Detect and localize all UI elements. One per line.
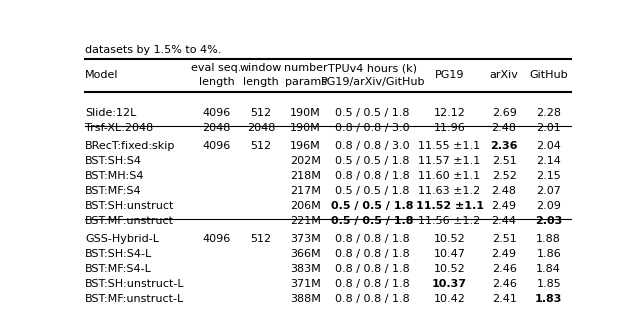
Text: arXiv: arXiv bbox=[490, 70, 518, 80]
Text: BRecT:fixed:skip: BRecT:fixed:skip bbox=[85, 141, 175, 151]
Text: eval seq.: eval seq. bbox=[191, 63, 241, 73]
Text: PG19: PG19 bbox=[435, 70, 464, 80]
Text: 2.48: 2.48 bbox=[492, 186, 516, 196]
Text: 190M: 190M bbox=[291, 108, 321, 118]
Text: 11.96: 11.96 bbox=[434, 123, 465, 133]
Text: 2.28: 2.28 bbox=[536, 108, 561, 118]
Text: 371M: 371M bbox=[291, 279, 321, 289]
Text: 2.07: 2.07 bbox=[536, 186, 561, 196]
Text: 2.01: 2.01 bbox=[536, 123, 561, 133]
Text: 10.52: 10.52 bbox=[434, 264, 465, 274]
Text: 221M: 221M bbox=[291, 216, 321, 226]
Text: 0.8 / 0.8 / 1.8: 0.8 / 0.8 / 1.8 bbox=[335, 294, 410, 304]
Text: 0.5 / 0.5 / 1.8: 0.5 / 0.5 / 1.8 bbox=[332, 216, 414, 226]
Text: BST:SH:unstruct: BST:SH:unstruct bbox=[85, 201, 174, 211]
Text: 10.37: 10.37 bbox=[432, 279, 467, 289]
Text: 0.8 / 0.8 / 1.8: 0.8 / 0.8 / 1.8 bbox=[335, 264, 410, 274]
Text: 0.5 / 0.5 / 1.8: 0.5 / 0.5 / 1.8 bbox=[335, 108, 410, 118]
Text: 11.57 ±1.1: 11.57 ±1.1 bbox=[419, 156, 481, 166]
Text: BST:SH:unstruct-L: BST:SH:unstruct-L bbox=[85, 279, 184, 289]
Text: 0.5 / 0.5 / 1.8: 0.5 / 0.5 / 1.8 bbox=[332, 201, 414, 211]
Text: 2.49: 2.49 bbox=[492, 249, 516, 259]
Text: 4096: 4096 bbox=[202, 108, 230, 118]
Text: 0.8 / 0.8 / 1.8: 0.8 / 0.8 / 1.8 bbox=[335, 249, 410, 259]
Text: 2.48: 2.48 bbox=[492, 123, 516, 133]
Text: 0.8 / 0.8 / 1.8: 0.8 / 0.8 / 1.8 bbox=[335, 279, 410, 289]
Text: PG19/arXiv/GitHub: PG19/arXiv/GitHub bbox=[321, 77, 425, 87]
Text: 2.69: 2.69 bbox=[492, 108, 516, 118]
Text: 383M: 383M bbox=[291, 264, 321, 274]
Text: 1.86: 1.86 bbox=[536, 249, 561, 259]
Text: 206M: 206M bbox=[291, 201, 321, 211]
Text: length: length bbox=[198, 77, 234, 87]
Text: TPUv4 hours (k): TPUv4 hours (k) bbox=[328, 63, 417, 73]
Text: BST:MF:unstruct-L: BST:MF:unstruct-L bbox=[85, 294, 184, 304]
Text: BST:MF:S4: BST:MF:S4 bbox=[85, 186, 141, 196]
Text: 2.15: 2.15 bbox=[536, 171, 561, 181]
Text: BST:MH:S4: BST:MH:S4 bbox=[85, 171, 145, 181]
Text: 512: 512 bbox=[250, 108, 271, 118]
Text: GSS-Hybrid-L: GSS-Hybrid-L bbox=[85, 234, 159, 244]
Text: params: params bbox=[285, 77, 326, 87]
Text: 2.51: 2.51 bbox=[492, 156, 516, 166]
Text: 218M: 218M bbox=[291, 171, 321, 181]
Text: Trsf-XL:2048: Trsf-XL:2048 bbox=[85, 123, 153, 133]
Text: window: window bbox=[240, 63, 282, 73]
Text: 2.46: 2.46 bbox=[492, 279, 516, 289]
Text: Slide:12L: Slide:12L bbox=[85, 108, 136, 118]
Text: Model: Model bbox=[85, 70, 118, 80]
Text: 366M: 366M bbox=[291, 249, 321, 259]
Text: 2.03: 2.03 bbox=[535, 216, 563, 226]
Text: number: number bbox=[284, 63, 328, 73]
Text: 0.8 / 0.8 / 1.8: 0.8 / 0.8 / 1.8 bbox=[335, 171, 410, 181]
Text: 1.83: 1.83 bbox=[535, 294, 563, 304]
Text: 0.8 / 0.8 / 3.0: 0.8 / 0.8 / 3.0 bbox=[335, 123, 410, 133]
Text: 4096: 4096 bbox=[202, 234, 230, 244]
Text: 1.85: 1.85 bbox=[536, 279, 561, 289]
Text: 373M: 373M bbox=[291, 234, 321, 244]
Text: 0.8 / 0.8 / 3.0: 0.8 / 0.8 / 3.0 bbox=[335, 141, 410, 151]
Text: 2.14: 2.14 bbox=[536, 156, 561, 166]
Text: BST:SH:S4-L: BST:SH:S4-L bbox=[85, 249, 152, 259]
Text: 0.8 / 0.8 / 1.8: 0.8 / 0.8 / 1.8 bbox=[335, 234, 410, 244]
Text: 2.51: 2.51 bbox=[492, 234, 516, 244]
Text: 10.47: 10.47 bbox=[433, 249, 465, 259]
Text: length: length bbox=[243, 77, 279, 87]
Text: GitHub: GitHub bbox=[529, 70, 568, 80]
Text: 1.84: 1.84 bbox=[536, 264, 561, 274]
Text: datasets by 1.5% to 4%.: datasets by 1.5% to 4%. bbox=[85, 45, 221, 55]
Text: 512: 512 bbox=[250, 234, 271, 244]
Text: 2.04: 2.04 bbox=[536, 141, 561, 151]
Text: BST:MF:unstruct: BST:MF:unstruct bbox=[85, 216, 174, 226]
Text: 512: 512 bbox=[250, 141, 271, 151]
Text: BST:SH:S4: BST:SH:S4 bbox=[85, 156, 142, 166]
Text: 11.56 ±1.2: 11.56 ±1.2 bbox=[419, 216, 481, 226]
Text: 12.12: 12.12 bbox=[433, 108, 465, 118]
Text: 202M: 202M bbox=[291, 156, 321, 166]
Text: 2.52: 2.52 bbox=[492, 171, 516, 181]
Text: 2.44: 2.44 bbox=[492, 216, 516, 226]
Text: 2.49: 2.49 bbox=[492, 201, 516, 211]
Text: 2.36: 2.36 bbox=[490, 141, 518, 151]
Text: 2048: 2048 bbox=[202, 123, 230, 133]
Text: 10.52: 10.52 bbox=[434, 234, 465, 244]
Text: 1.88: 1.88 bbox=[536, 234, 561, 244]
Text: 2.09: 2.09 bbox=[536, 201, 561, 211]
Text: BST:MF:S4-L: BST:MF:S4-L bbox=[85, 264, 152, 274]
Text: 196M: 196M bbox=[291, 141, 321, 151]
Text: 11.55 ±1.1: 11.55 ±1.1 bbox=[419, 141, 481, 151]
Text: 0.5 / 0.5 / 1.8: 0.5 / 0.5 / 1.8 bbox=[335, 156, 410, 166]
Text: 10.42: 10.42 bbox=[433, 294, 465, 304]
Text: 0.5 / 0.5 / 1.8: 0.5 / 0.5 / 1.8 bbox=[335, 186, 410, 196]
Text: 388M: 388M bbox=[291, 294, 321, 304]
Text: 11.63 ±1.2: 11.63 ±1.2 bbox=[419, 186, 481, 196]
Text: 11.52 ±1.1: 11.52 ±1.1 bbox=[415, 201, 484, 211]
Text: 11.60 ±1.1: 11.60 ±1.1 bbox=[419, 171, 481, 181]
Text: 2.46: 2.46 bbox=[492, 264, 516, 274]
Text: 190M: 190M bbox=[291, 123, 321, 133]
Text: 2.41: 2.41 bbox=[492, 294, 516, 304]
Text: 4096: 4096 bbox=[202, 141, 230, 151]
Text: 217M: 217M bbox=[291, 186, 321, 196]
Text: 2048: 2048 bbox=[247, 123, 275, 133]
